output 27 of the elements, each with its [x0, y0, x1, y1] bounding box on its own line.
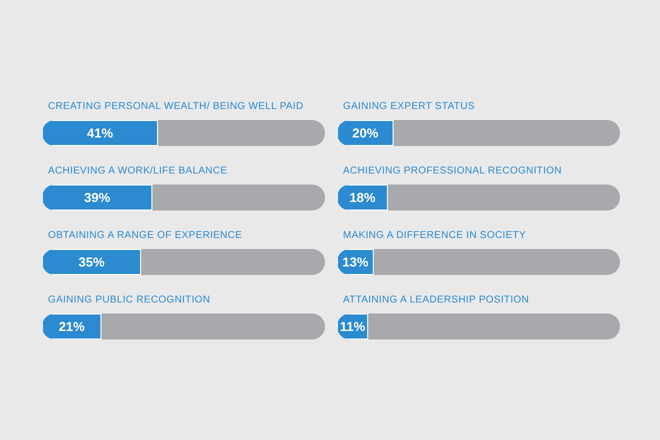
bar: [158, 120, 325, 146]
category-label: GAINING PUBLIC RECOGNITION: [48, 294, 210, 306]
bar: [42, 184, 154, 210]
bar: [368, 314, 620, 340]
category-label: ACHIEVING PROFESSIONAL RECOGNITION: [343, 166, 562, 176]
category-label: MAKING A DIFFERENCE IN SOCIETY: [343, 230, 526, 241]
bar: [42, 249, 142, 275]
bar: [101, 314, 325, 340]
bar: [374, 249, 620, 275]
data-label: 35%: [78, 254, 105, 270]
bar: [141, 249, 325, 275]
data-label: 39%: [84, 190, 111, 205]
data-label: 11%: [340, 319, 366, 334]
category-label: ATTAINING A LEADERSHIP POSITION: [343, 294, 530, 306]
bar: [388, 184, 620, 210]
data-label: 18%: [349, 190, 376, 205]
bar: [394, 120, 620, 146]
category-label: CREATING PERSONAL WEALTH/ BEING WELL PAID: [48, 101, 304, 112]
bar: [152, 184, 325, 210]
data-label: 20%: [352, 126, 379, 140]
data-label: 13%: [342, 254, 369, 270]
data-label: 21%: [58, 319, 86, 334]
bar: [42, 120, 160, 146]
category-label: GAINING EXPERT STATUS: [343, 101, 475, 112]
category-label: ACHIEVING A WORK/LIFE BALANCE: [48, 166, 228, 176]
category-label: OBTAINING A RANGE OF EXPERIENCE: [48, 230, 242, 241]
data-label: 41%: [87, 126, 114, 140]
